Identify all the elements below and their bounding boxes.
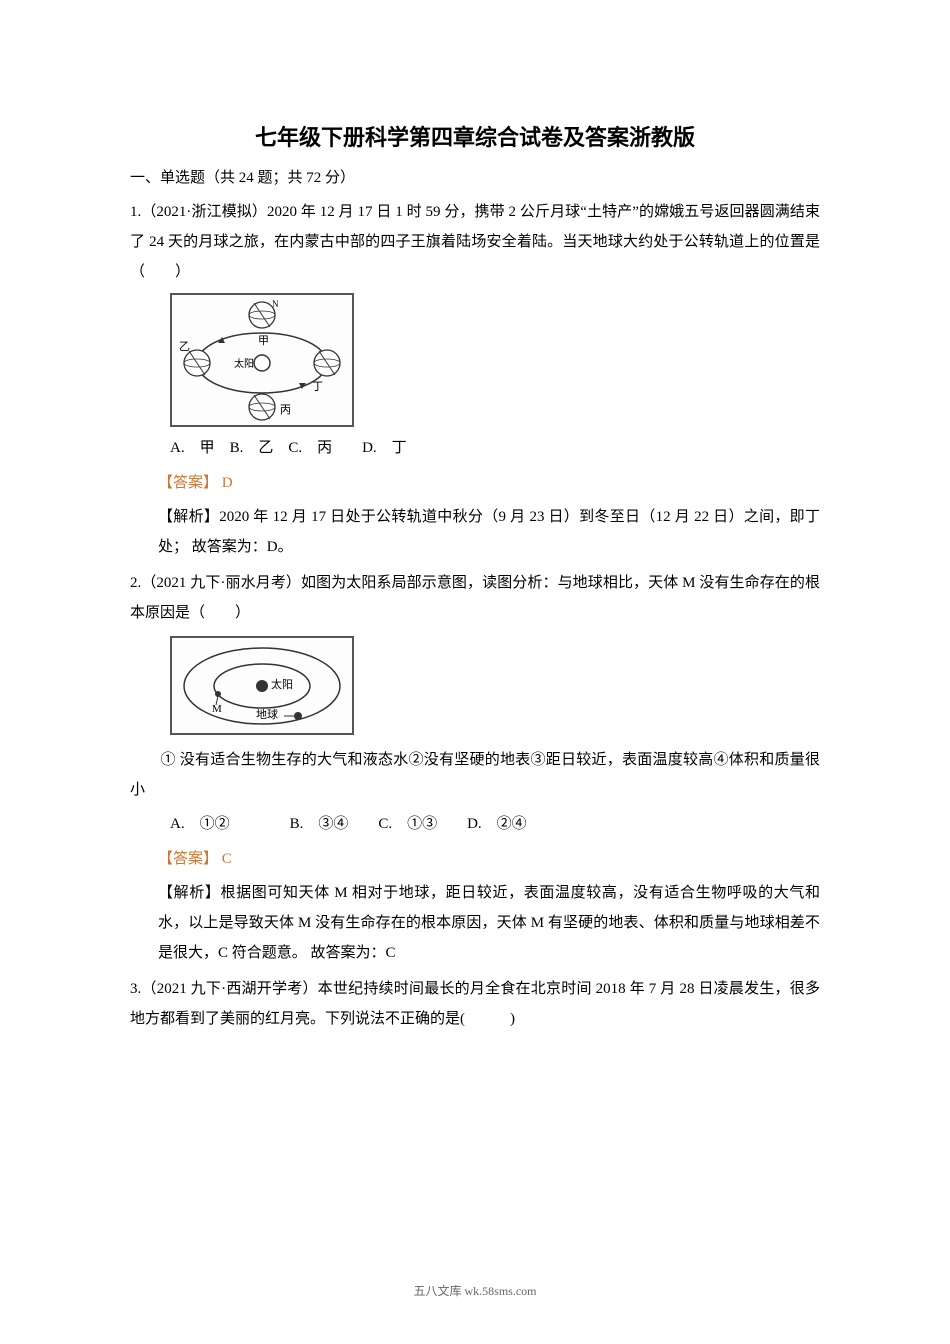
earth-label: 地球 [256, 707, 278, 721]
q1-figure: 太阳 N 甲 乙 丙 [170, 293, 820, 427]
globe-right [314, 350, 340, 376]
solar-svg: 太阳 M 地球 [172, 638, 352, 733]
question-2-text: 2.（2021 九下·丽水月考）如图为太阳系局部示意图，读图分析：与地球相比，天… [130, 568, 820, 628]
question-1-text: 1.（2021·浙江模拟）2020 年 12 月 17 日 1 时 59 分，携… [130, 197, 820, 287]
q2-answer: 【答案】 C [130, 844, 820, 874]
question-3-text: 3.（2021 九下·西湖开学考）本世纪持续时间最长的月全食在北京时间 2018… [130, 974, 820, 1034]
orbit-diagram: 太阳 N 甲 乙 丙 [170, 293, 354, 427]
q2-explanation: 【解析】根据图可知天体 M 相对于地球，距日较近，表面温度较高，没有适合生物呼吸… [130, 878, 820, 968]
label-ding: 丁 [312, 381, 323, 393]
document-title: 七年级下册科学第四章综合试卷及答案浙教版 [130, 120, 820, 152]
sun-label: 太阳 [234, 357, 254, 370]
label-bing: 丙 [280, 404, 291, 416]
globe-left [184, 350, 210, 376]
globe-bottom [249, 394, 275, 420]
orbit-svg: 太阳 N 甲 乙 丙 [172, 295, 352, 425]
q1-explanation: 【解析】2020 年 12 月 17 日处于公转轨道中秋分（9 月 23 日）到… [130, 502, 820, 562]
sun-label-q2: 太阳 [271, 678, 293, 691]
n-label-top: N [272, 299, 279, 309]
q2-figure: 太阳 M 地球 [170, 636, 354, 735]
page-footer: 五八文库 wk.58sms.com [0, 1282, 950, 1299]
label-yi: 乙 [179, 340, 190, 353]
section-heading: 一、单选题（共 24 题；共 72 分） [130, 166, 820, 187]
q1-options: A. 甲 B. 乙 C. 丙 D. 丁 [130, 435, 820, 462]
q2-options: A. ①② B. ③④ C. ①③ D. ②④ [130, 811, 820, 838]
globe-top: N [249, 299, 279, 328]
document-page: 七年级下册科学第四章综合试卷及答案浙教版 一、单选题（共 24 题；共 72 分… [0, 0, 950, 1068]
q1-answer: 【答案】 D [130, 468, 820, 498]
q2-body: ① 没有适合生物生存的大气和液态水②没有坚硬的地表③距日较近，表面温度较高④体积… [130, 745, 820, 805]
m-label: M [212, 703, 222, 715]
label-jia: 甲 [258, 335, 269, 347]
